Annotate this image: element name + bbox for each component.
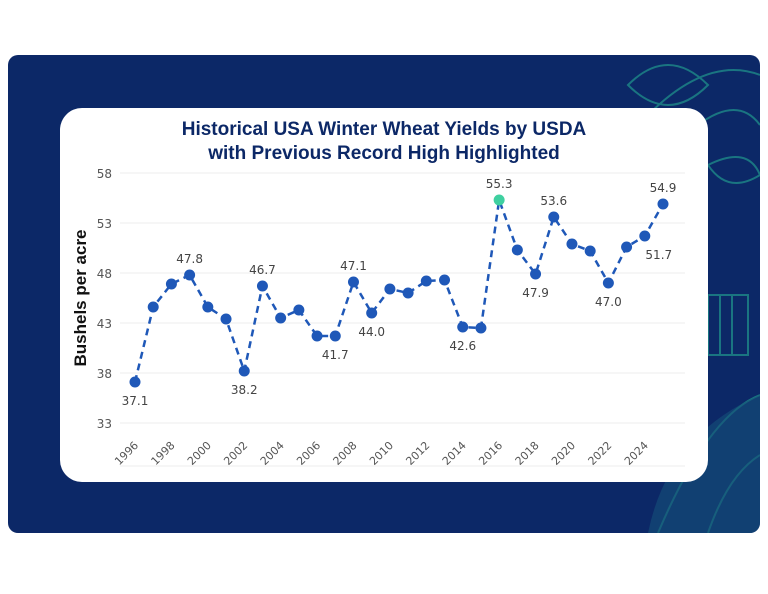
data-label: 37.1 [122, 394, 149, 408]
x-tick-label: 2024 [622, 439, 651, 468]
chart-title-line-2: with Previous Record High Highlighted [208, 143, 560, 164]
data-point [275, 312, 287, 324]
data-point [366, 307, 378, 319]
chart-card: 33 38 43 48 53 58 1996 1998 2000 2002 2004 2006 2008… [60, 108, 708, 482]
data-label: 54.9 [650, 181, 677, 195]
data-point [129, 376, 141, 388]
data-point [184, 269, 196, 281]
x-tick-label: 2014 [440, 439, 469, 468]
data-point [220, 313, 232, 325]
data-label: 47.0 [595, 295, 622, 309]
x-tick-label: 2008 [331, 439, 360, 468]
data-label: 46.7 [249, 263, 276, 277]
y-tick-label: 43 [97, 317, 112, 331]
x-tick-label: 2018 [513, 439, 542, 468]
data-point [402, 287, 414, 299]
x-tick-label: 2010 [367, 439, 396, 468]
x-tick-label: 2004 [258, 439, 287, 468]
data-point [256, 280, 268, 292]
data-label: 42.6 [449, 339, 476, 353]
data-point [293, 304, 305, 316]
data-label: 38.2 [231, 383, 258, 397]
data-point [584, 245, 596, 257]
data-label: 47.9 [522, 286, 549, 300]
x-tick-label: 2002 [221, 439, 250, 468]
data-point [511, 244, 523, 256]
data-label: 47.1 [340, 259, 367, 273]
data-point [165, 278, 177, 290]
data-point [420, 275, 432, 287]
x-tick-label: 2012 [403, 439, 432, 468]
data-point [439, 274, 451, 286]
chart-title-line-1: Historical USA Winter Wheat Yields by US… [181, 119, 587, 140]
data-label: 41.7 [322, 348, 349, 362]
data-point [475, 322, 487, 334]
data-point [566, 238, 578, 250]
data-point [602, 277, 614, 289]
data-point [202, 301, 214, 313]
y-tick-label: 48 [97, 267, 112, 281]
series-line [133, 199, 665, 383]
data-point [657, 198, 669, 210]
y-axis-label: Bushels per acre [71, 229, 90, 366]
data-label: 44.0 [358, 325, 385, 339]
highlight-point [493, 194, 505, 206]
data-point [311, 330, 323, 342]
x-tick-label: 2000 [185, 439, 214, 468]
x-tick-label: 2016 [476, 439, 505, 468]
y-tick-label: 33 [97, 417, 112, 431]
y-tick-label: 58 [97, 167, 112, 181]
x-tick-label: 1996 [112, 439, 141, 468]
data-label: 53.6 [540, 194, 567, 208]
data-point [347, 276, 359, 288]
x-tick-label: 1998 [149, 439, 178, 468]
y-tick-label: 38 [97, 367, 112, 381]
x-tick-label: 2022 [586, 439, 615, 468]
data-point [457, 321, 469, 333]
data-label: 51.7 [645, 248, 672, 262]
data-point [329, 330, 341, 342]
data-label: 55.3 [486, 177, 513, 191]
data-point [384, 283, 396, 295]
data-label: 47.8 [176, 252, 203, 266]
x-tick-label: 2020 [549, 439, 578, 468]
y-tick-label: 53 [97, 217, 112, 231]
data-point [530, 268, 542, 280]
line-chart: 33 38 43 48 53 58 1996 1998 2000 2002 2004 2006 2008… [71, 167, 685, 468]
x-tick-label: 2006 [294, 439, 323, 468]
data-point [548, 211, 560, 223]
data-point [238, 365, 250, 377]
data-point [621, 241, 633, 253]
data-point [639, 230, 651, 242]
data-point [147, 301, 159, 313]
